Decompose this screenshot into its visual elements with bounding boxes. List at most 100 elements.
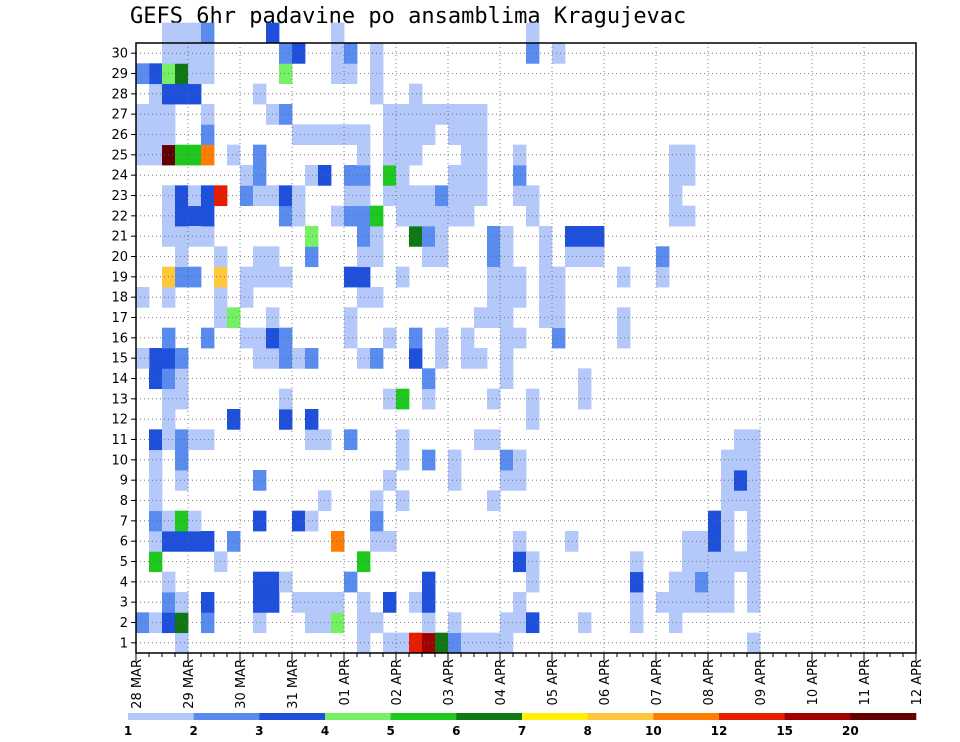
heatmap-cell	[448, 449, 462, 471]
heatmap-cell	[487, 287, 501, 308]
heatmap-cell	[448, 612, 462, 634]
y-axis: 1234567891011121314151617181920212223242…	[111, 47, 136, 651]
heatmap-cell	[331, 124, 345, 146]
heatmap-cell	[409, 83, 423, 105]
heatmap-cell	[188, 63, 202, 85]
heatmap-cell	[721, 592, 735, 613]
heatmap-cell	[513, 470, 527, 491]
heatmap-cell	[188, 22, 202, 44]
heatmap-cell	[253, 510, 267, 532]
heatmap-cell	[201, 592, 215, 613]
heatmap-cell	[383, 104, 397, 125]
heatmap-cell	[513, 287, 527, 308]
heatmap-cell	[188, 531, 202, 552]
heatmap-cell	[136, 348, 150, 369]
y-tick-label: 28	[111, 87, 128, 102]
legend-label: 15	[776, 724, 793, 738]
heatmap-cell	[461, 124, 475, 146]
heatmap-cell	[487, 388, 501, 410]
heatmap-cell	[253, 348, 267, 369]
heatmap-cell	[513, 165, 527, 186]
x-tick-label: 30 MAR	[234, 659, 249, 709]
heatmap-cell	[409, 104, 423, 125]
heatmap-cell	[136, 104, 150, 125]
heatmap-cell	[461, 104, 475, 125]
heatmap-cell	[552, 287, 566, 308]
heatmap-cell	[201, 22, 215, 44]
heatmap-cell	[175, 83, 189, 105]
heatmap-cell	[396, 144, 410, 166]
heatmap-cell	[747, 551, 761, 573]
heatmap-cell	[344, 165, 358, 186]
heatmap-cell	[448, 470, 462, 491]
heatmap-cell	[357, 592, 371, 613]
heatmap-cell	[656, 266, 670, 288]
x-tick-label: 01 APR	[338, 659, 353, 705]
heatmap-cell	[253, 327, 267, 349]
heatmap-cell	[227, 409, 241, 430]
heatmap-cell	[279, 185, 293, 207]
heatmap-cell	[201, 124, 215, 146]
y-tick-label: 10	[111, 453, 128, 468]
heatmap-cell	[396, 632, 410, 654]
heatmap-cell	[539, 226, 553, 247]
x-tick-label: 12 APR	[910, 659, 925, 705]
heatmap-cell	[396, 266, 410, 288]
legend-label: 3	[255, 724, 263, 738]
heatmap-cell	[500, 348, 514, 369]
heatmap-cell	[409, 592, 423, 613]
heatmap-cell	[253, 185, 267, 207]
heatmap-cell	[149, 104, 163, 125]
heatmap-cell	[461, 205, 475, 227]
x-tick-label: 08 APR	[702, 659, 717, 705]
y-tick-label: 8	[120, 494, 128, 509]
heatmap-cell	[357, 551, 371, 573]
heatmap-cell	[448, 124, 462, 146]
heatmap-cell	[487, 246, 501, 268]
heatmap-cell	[500, 246, 514, 268]
heatmap-cell	[201, 531, 215, 552]
heatmap-cell	[292, 592, 306, 613]
heatmap-cell	[305, 429, 319, 451]
heatmap-cell	[435, 246, 449, 268]
y-tick-label: 23	[111, 189, 128, 204]
heatmap-cell	[331, 205, 345, 227]
heatmap-cell	[409, 205, 423, 227]
heatmap-cell	[149, 470, 163, 491]
heatmap-cell	[188, 185, 202, 207]
heatmap-cell	[617, 266, 631, 288]
heatmap-cell	[201, 226, 215, 247]
heatmap-cell	[513, 144, 527, 166]
heatmap-cell	[448, 185, 462, 207]
heatmap-cell	[344, 185, 358, 207]
heatmap-cell	[305, 510, 319, 532]
heatmap-cell	[461, 165, 475, 186]
heatmap-cell	[487, 226, 501, 247]
heatmap-cell	[175, 531, 189, 552]
heatmap-cell	[149, 449, 163, 471]
heatmap-cell	[188, 510, 202, 532]
y-tick-label: 16	[111, 331, 128, 346]
heatmap-cell	[201, 429, 215, 451]
heatmap-cell	[513, 266, 527, 288]
heatmap-cell	[487, 490, 501, 512]
heatmap-cell	[435, 205, 449, 227]
heatmap-cell	[136, 63, 150, 85]
heatmap-cell	[721, 531, 735, 552]
heatmap-cell	[721, 571, 735, 593]
heatmap-cell	[708, 531, 722, 552]
heatmap-cell	[396, 185, 410, 207]
heatmap-cell	[357, 185, 371, 207]
legend-label: 8	[583, 724, 591, 738]
heatmap-cell	[513, 449, 527, 471]
heatmap-cell	[240, 185, 254, 207]
y-tick-label: 17	[111, 311, 128, 326]
heatmap-cell	[500, 612, 514, 634]
heatmap-cell	[136, 144, 150, 166]
heatmap-cell	[708, 592, 722, 613]
heatmap-cell	[344, 43, 358, 64]
heatmap-cell	[448, 205, 462, 227]
heatmap-cell	[188, 266, 202, 288]
heatmap-cell	[669, 144, 683, 166]
heatmap-cell	[409, 327, 423, 349]
